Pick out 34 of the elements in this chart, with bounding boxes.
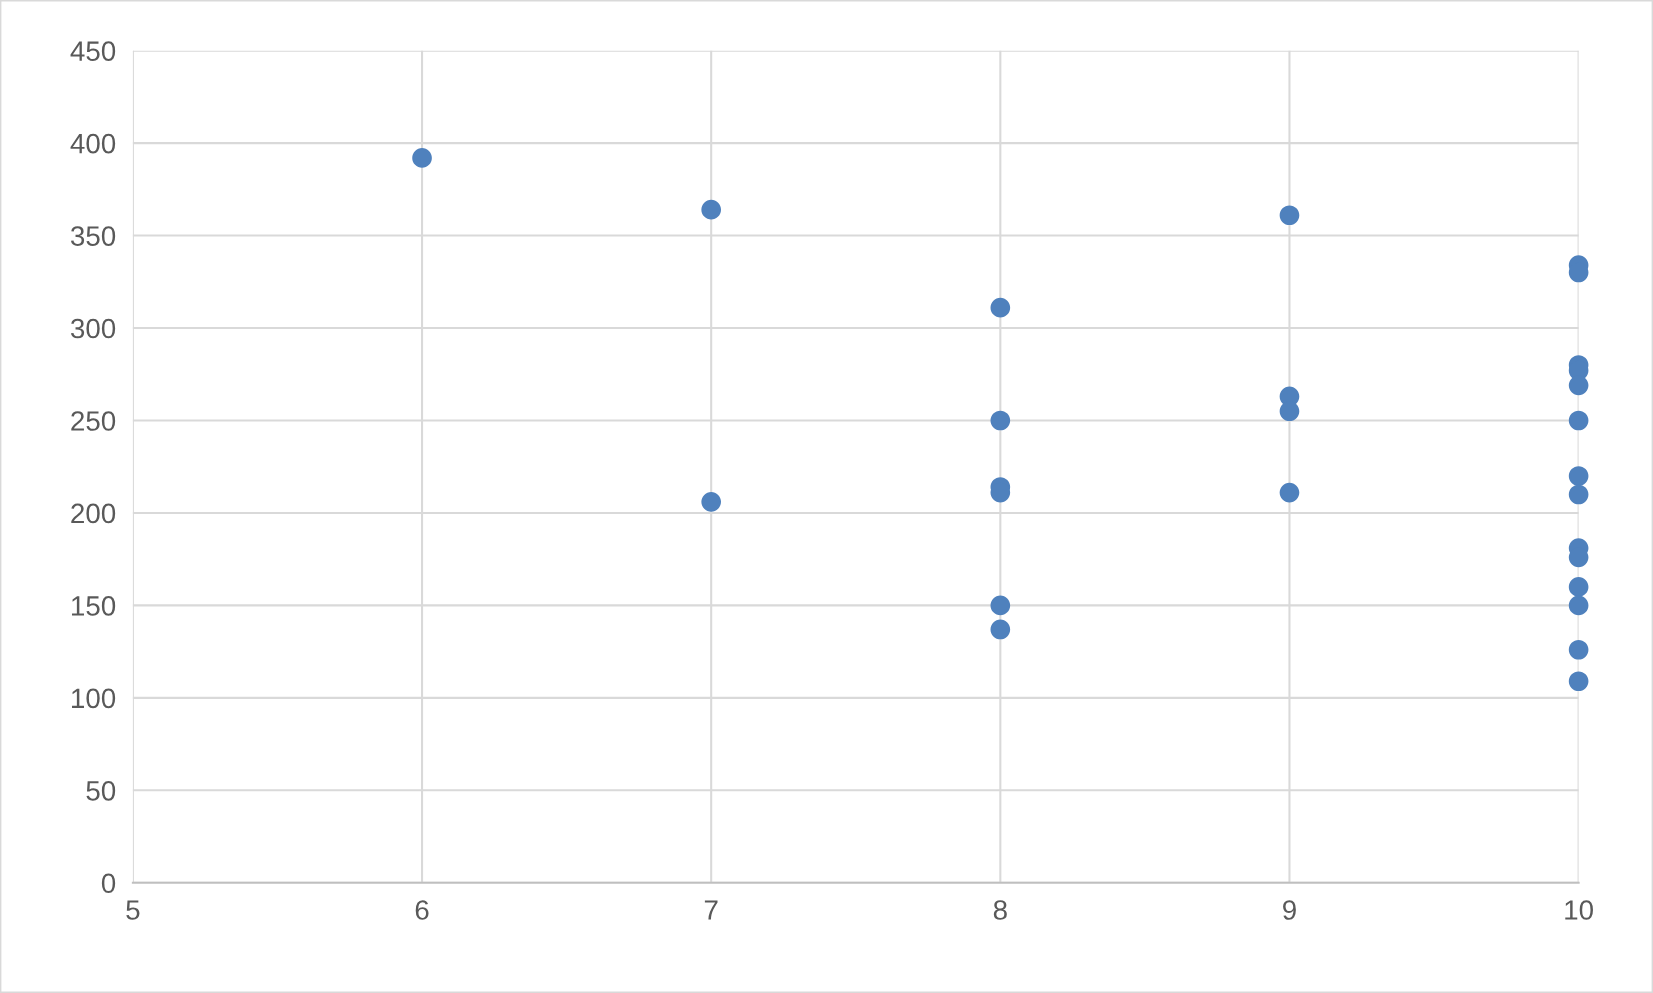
point [1279,482,1300,503]
point [1279,205,1300,226]
point [1568,466,1589,486]
y-tick-label: 150 [72,596,116,616]
y-tick-label: 200 [71,503,116,524]
x-tick-label: 9 [1283,900,1296,920]
point [1568,577,1589,597]
x-tick-label: 10 [1565,900,1593,920]
point [1279,401,1300,422]
y-tick-label: 250 [71,411,116,431]
point [1568,639,1589,660]
point [1568,671,1589,692]
y-tick-label: 400 [70,133,116,154]
point [990,410,1011,431]
y-tick-label: 300 [70,318,116,339]
point [1568,595,1589,616]
x-tick-label: 7 [704,900,718,920]
y-tick-label: 50 [86,780,116,801]
point [990,595,1011,616]
point [990,297,1011,318]
point [1568,375,1589,396]
y-tick-label: 100 [72,688,116,709]
point [701,199,722,220]
point [701,492,722,512]
point [412,148,432,168]
y-tick-label: 450 [70,41,116,61]
y-tick-label: 350 [70,226,116,246]
x-tick-label: 6 [415,900,429,920]
point [1568,410,1589,431]
point [1568,484,1589,505]
point [990,619,1011,640]
y-tick-label: 0 [101,873,116,894]
x-tick-label: 5 [126,900,140,920]
x-tick-label: 8 [993,900,1007,920]
